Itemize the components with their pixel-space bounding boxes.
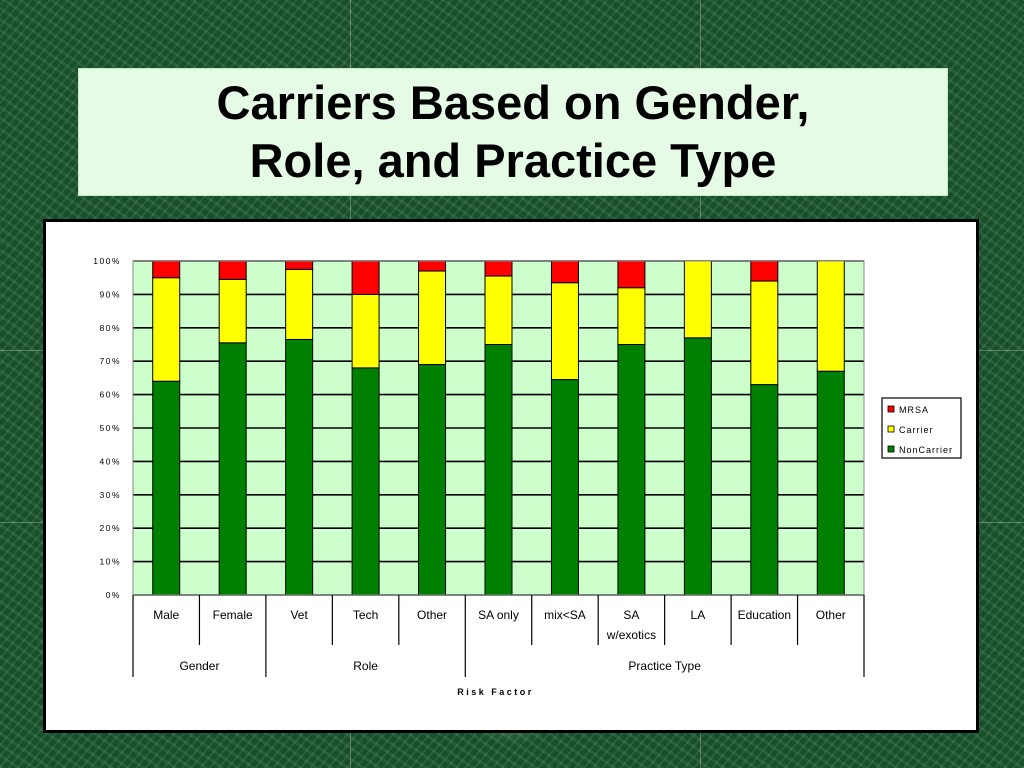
y-tick-label: 100% (93, 256, 121, 266)
slide-title-line-2: Role, and Practice Type (249, 134, 777, 187)
x-category-label: SA (623, 608, 639, 622)
x-category-label: w/exotics (606, 628, 656, 642)
legend-swatch-mrsa (887, 405, 895, 413)
bar-segment-carrier (218, 278, 247, 344)
x-axis-title: Risk Factor (457, 687, 534, 697)
bar-segment-carrier (152, 277, 181, 382)
stacked-bar-chart: 0% 10% 20% 30% 40% 50% 60% 70% 80% 90% 100% Male Fem… (93, 256, 962, 697)
bar-segment-noncarrier (218, 342, 247, 596)
bar-segment-carrier (418, 270, 447, 366)
legend-label: MRSA (899, 405, 929, 415)
bar-segment-carrier (683, 260, 712, 339)
bar-segment-noncarrier (750, 384, 779, 596)
y-tick-label: 20% (99, 523, 121, 533)
bar-segment-mrsa (351, 260, 380, 295)
bar-segment-mrsa (750, 260, 779, 282)
x-category-label: LA (691, 608, 706, 622)
bar-segment-noncarrier (683, 337, 712, 596)
x-group-label: Role (353, 659, 378, 673)
bar-segment-noncarrier (418, 364, 447, 596)
legend-label: NonCarrier (899, 445, 953, 455)
bar-segment-mrsa (218, 260, 247, 280)
bar-segment-noncarrier (617, 344, 646, 596)
x-category-label: mix<SA (544, 608, 586, 622)
y-tick-label: 80% (99, 323, 121, 333)
legend-box (881, 397, 962, 459)
bar-segment-carrier (484, 275, 513, 345)
x-category-label: Male (153, 608, 179, 622)
y-tick-label: 70% (99, 356, 121, 366)
x-group-label: Practice Type (628, 659, 701, 673)
bar-segment-mrsa (418, 260, 447, 272)
slide-title-line-1: Carriers Based on Gender, (216, 76, 810, 129)
bar-segment-noncarrier (816, 370, 845, 596)
bar-segment-carrier (617, 287, 646, 345)
bar-segment-carrier (816, 260, 845, 372)
x-group-label: Gender (179, 659, 219, 673)
x-category-label: Vet (290, 608, 308, 622)
y-tick-label: 10% (99, 557, 121, 567)
y-tick-label: 0% (106, 590, 121, 600)
x-category-label: Other (417, 608, 447, 622)
x-category-label: Female (213, 608, 253, 622)
x-category-label: Education (738, 608, 791, 622)
slide-title: Carriers Based on Gender, Role, and Prac… (217, 74, 810, 190)
bar-segment-noncarrier (351, 367, 380, 596)
bar-segment-carrier (351, 293, 380, 369)
bar-segment-carrier (285, 268, 314, 340)
y-tick-label: 50% (99, 423, 121, 433)
x-category-label: SA only (478, 608, 519, 622)
slide-title-box: Carriers Based on Gender, Role, and Prac… (78, 68, 948, 196)
bar-segment-mrsa (285, 260, 314, 270)
y-tick-label: 60% (99, 390, 121, 400)
x-category-label: Tech (353, 608, 378, 622)
bar-segment-carrier (750, 280, 779, 386)
bar-segment-mrsa (152, 260, 181, 279)
bar-segment-carrier (550, 282, 579, 381)
y-tick-label: 30% (99, 490, 121, 500)
bar-segment-noncarrier (484, 344, 513, 596)
y-tick-label: 90% (99, 289, 121, 299)
y-tick-label: 40% (99, 456, 121, 466)
legend-swatch-noncarrier (887, 445, 895, 453)
legend-label: Carrier (899, 425, 934, 435)
bar-segment-mrsa (550, 260, 579, 284)
plot-frame (132, 260, 865, 596)
chart-panel: 0% 10% 20% 30% 40% 50% 60% 70% 80% 90% 100% Male Fem… (43, 219, 979, 733)
bar-segment-noncarrier (152, 380, 181, 596)
bar-segment-noncarrier (285, 338, 314, 596)
legend-swatch-carrier (887, 425, 895, 433)
bar-segment-mrsa (617, 260, 646, 289)
bar-segment-noncarrier (550, 379, 579, 596)
x-category-label: Other (816, 608, 846, 622)
bar-segment-mrsa (484, 260, 513, 277)
